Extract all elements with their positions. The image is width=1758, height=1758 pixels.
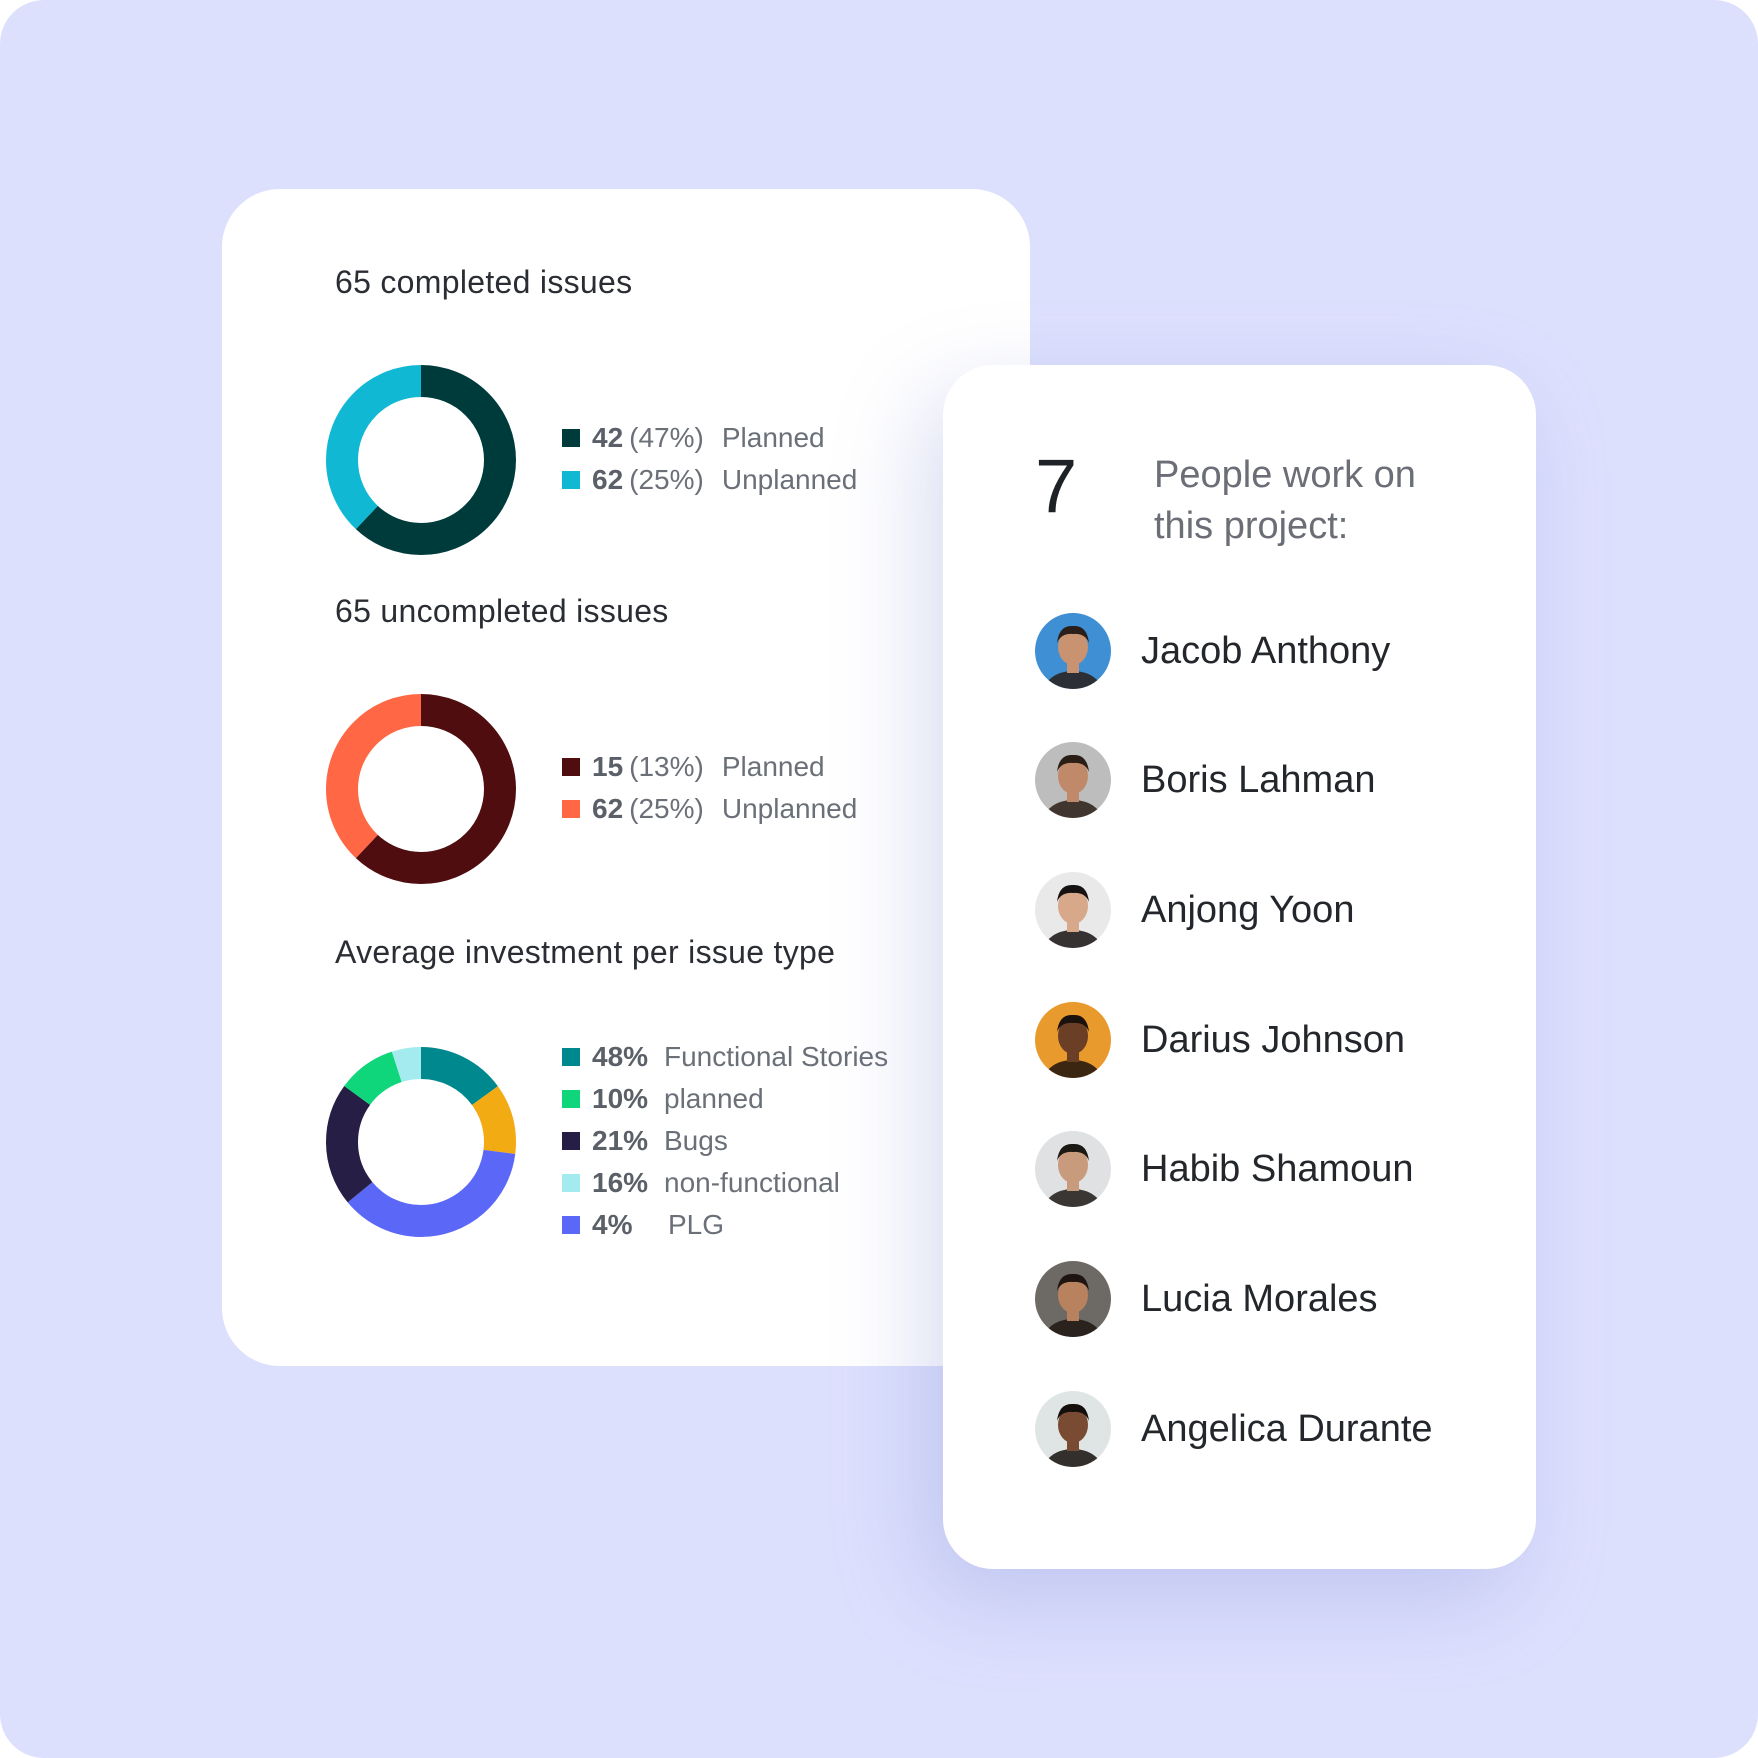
legend-swatch-bugs xyxy=(562,1132,580,1150)
legend-count: 42 xyxy=(592,422,624,453)
avatar xyxy=(1035,613,1111,689)
person-avatar-icon xyxy=(1035,1131,1111,1207)
legend-label: planned xyxy=(664,1083,764,1114)
legend-item-functional-stories: 48% Functional Stories xyxy=(562,1036,888,1078)
avatar xyxy=(1035,742,1111,818)
legend-swatch-planned xyxy=(562,429,580,447)
legend-item-unplanned: 62 (25%) Unplanned xyxy=(562,788,857,830)
uncompleted-issues-title: 65 uncompleted issues xyxy=(335,593,669,629)
legend-percent: (25%) xyxy=(629,464,704,495)
legend-swatch-planned xyxy=(562,1090,580,1108)
legend-label: non-functional xyxy=(664,1167,840,1198)
avatar xyxy=(1035,1131,1111,1207)
person-avatar-icon xyxy=(1035,872,1111,948)
person-name: Anjong Yoon xyxy=(1141,888,1355,931)
legend-label: PLG xyxy=(668,1209,725,1240)
person-name: Habib Shamoun xyxy=(1141,1147,1414,1190)
person-avatar-icon xyxy=(1035,742,1111,818)
legend-count: 62 xyxy=(592,464,624,495)
person-row[interactable]: Jacob Anthony xyxy=(1035,613,1390,689)
person-avatar-icon xyxy=(1035,1391,1111,1467)
legend-label: Bugs xyxy=(664,1125,728,1156)
donut-segment xyxy=(326,694,516,884)
person-avatar-icon xyxy=(1035,1261,1111,1337)
legend-label: Planned xyxy=(721,751,825,782)
legend-swatch-plg xyxy=(562,1216,580,1234)
completed-issues-donut xyxy=(326,365,516,555)
donut-segment xyxy=(326,1047,516,1237)
investment-donut xyxy=(326,1047,516,1237)
legend-item-planned: 42 (47%) Planned xyxy=(562,417,857,459)
person-name: Darius Johnson xyxy=(1141,1018,1406,1061)
person-name: Angelica Durante xyxy=(1141,1407,1433,1450)
person-name: Jacob Anthony xyxy=(1141,629,1391,672)
completed-issues-title: 65 completed issues xyxy=(335,264,633,300)
legend-percent: (47%) xyxy=(629,422,704,453)
avatar xyxy=(1035,872,1111,948)
person-row[interactable]: Angelica Durante xyxy=(1035,1391,1433,1467)
legend-percent: (25%) xyxy=(629,793,704,824)
avatar xyxy=(1035,1391,1111,1467)
legend-swatch-functional-stories xyxy=(562,1048,580,1066)
person-name: Boris Lahman xyxy=(1141,758,1376,801)
avatar xyxy=(1035,1002,1111,1078)
donut-segment xyxy=(326,365,516,555)
people-heading: People work on this project: xyxy=(1154,454,1416,547)
legend-item-plg: 4% PLG xyxy=(562,1204,888,1246)
legend-percent: 10% xyxy=(592,1083,649,1114)
legend-swatch-unplanned xyxy=(562,471,580,489)
legend-percent: 16% xyxy=(592,1167,649,1198)
person-avatar-icon xyxy=(1035,1002,1111,1078)
legend-percent: 4% xyxy=(592,1209,633,1240)
completed-issues-legend: 42 (47%) Planned 62 (25%) Unplanned xyxy=(562,417,857,501)
legend-label: Unplanned xyxy=(721,464,858,495)
legend-percent: (13%) xyxy=(629,751,704,782)
person-avatar-icon xyxy=(1035,613,1111,689)
legend-label: Functional Stories xyxy=(664,1041,889,1072)
legend-swatch-non-functional xyxy=(562,1174,580,1192)
legend-swatch-unplanned xyxy=(562,800,580,818)
people-card: 7 People work on this project: Jacob Ant… xyxy=(943,365,1536,1569)
people-count: 7 xyxy=(1035,444,1078,529)
legend-label: Planned xyxy=(721,422,825,453)
person-row[interactable]: Darius Johnson xyxy=(1035,1002,1405,1078)
person-name: Lucia Morales xyxy=(1141,1277,1378,1320)
person-row[interactable]: Anjong Yoon xyxy=(1035,872,1354,948)
donut-segment xyxy=(326,1047,516,1237)
legend-item-bugs: 21% Bugs xyxy=(562,1120,888,1162)
person-row[interactable]: Boris Lahman xyxy=(1035,742,1375,818)
legend-swatch-planned xyxy=(562,758,580,776)
legend-percent: 21% xyxy=(592,1125,649,1156)
legend-count: 15 xyxy=(592,751,624,782)
investment-title: Average investment per issue type xyxy=(335,934,836,970)
legend-item-non-functional: 16% non-functional xyxy=(562,1162,888,1204)
issues-stats-card: 65 completed issues 42 (47%) Planned 62 … xyxy=(222,189,1030,1366)
uncompleted-issues-legend: 15 (13%) Planned 62 (25%) Unplanned xyxy=(562,746,857,830)
legend-item-planned: 10% planned xyxy=(562,1078,888,1120)
legend-item-unplanned: 62 (25%) Unplanned xyxy=(562,459,857,501)
donut-segment xyxy=(326,1047,516,1237)
person-row[interactable]: Habib Shamoun xyxy=(1035,1131,1414,1207)
legend-item-planned: 15 (13%) Planned xyxy=(562,746,857,788)
uncompleted-issues-donut xyxy=(326,694,516,884)
avatar xyxy=(1035,1261,1111,1337)
person-row[interactable]: Lucia Morales xyxy=(1035,1261,1378,1337)
donut-segment xyxy=(326,1047,516,1237)
investment-legend: 48% Functional Stories 10% planned 21% B… xyxy=(562,1036,888,1246)
legend-count: 62 xyxy=(592,793,624,824)
legend-percent: 48% xyxy=(592,1041,649,1072)
legend-label: Unplanned xyxy=(721,793,858,824)
